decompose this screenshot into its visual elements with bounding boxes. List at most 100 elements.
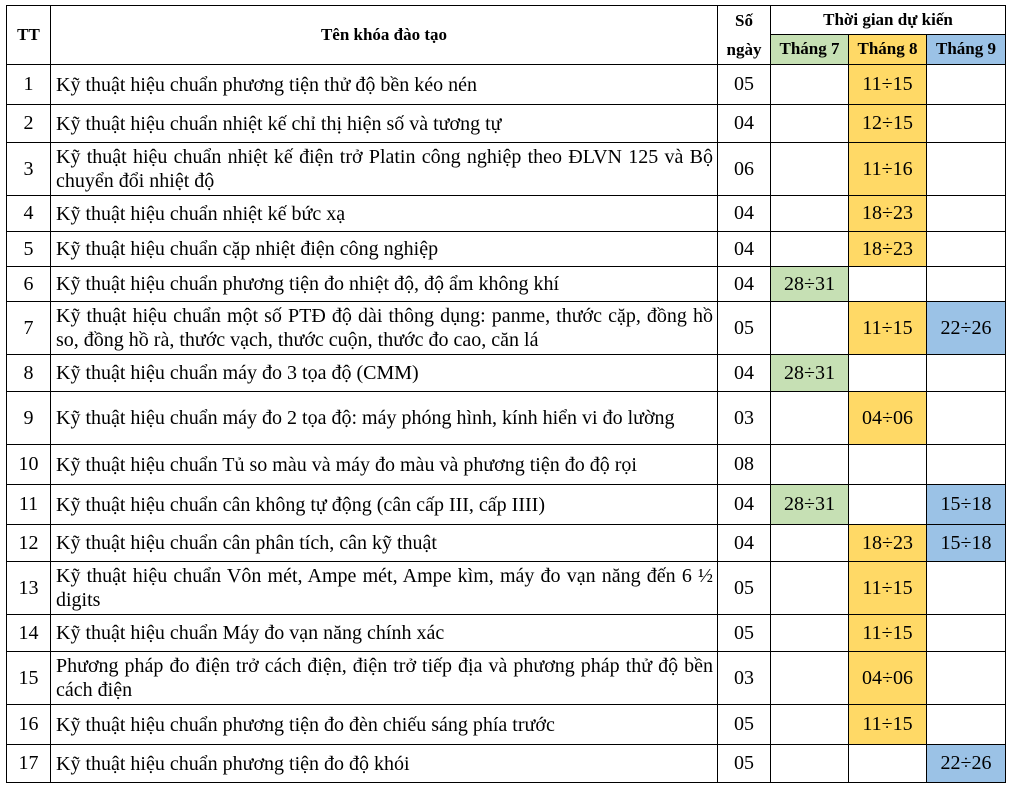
month-8-dates bbox=[848, 484, 927, 525]
month-9-dates bbox=[926, 195, 1006, 232]
row-number: 12 bbox=[6, 524, 51, 562]
month-8-dates: 11÷15 bbox=[848, 704, 927, 745]
month-9-dates bbox=[926, 651, 1006, 705]
month-9-dates bbox=[926, 266, 1006, 302]
table-row: 11 Kỹ thuật hiệu chuẩn cân không tự động … bbox=[6, 484, 1006, 525]
days-count: 04 bbox=[717, 524, 771, 562]
month-7-dates bbox=[770, 704, 849, 745]
month-8-dates: 18÷23 bbox=[848, 195, 927, 232]
month-9-dates bbox=[926, 354, 1006, 392]
row-number: 15 bbox=[6, 651, 51, 705]
month-9-dates bbox=[926, 142, 1006, 196]
table-row: 14 Kỹ thuật hiệu chuẩn Máy đo vạn năng ch… bbox=[6, 614, 1006, 652]
month-9-dates bbox=[926, 64, 1006, 105]
month-9-dates: 22÷26 bbox=[926, 744, 1006, 783]
month-7-dates: 28÷31 bbox=[770, 266, 849, 302]
days-count: 03 bbox=[717, 651, 771, 705]
header-days-line1: Số bbox=[735, 11, 753, 30]
course-name: Kỹ thuật hiệu chuẩn nhiệt kế bức xạ bbox=[50, 195, 718, 232]
course-name: Kỹ thuật hiệu chuẩn nhiệt kế điện trở Pl… bbox=[50, 142, 718, 196]
table-row: 16 Kỹ thuật hiệu chuẩn phương tiện đo đèn… bbox=[6, 704, 1006, 745]
course-name: Phương pháp đo điện trở cách điện, điện … bbox=[50, 651, 718, 705]
header-tt: TT bbox=[6, 5, 51, 65]
header-month-8: Tháng 8 bbox=[848, 33, 927, 66]
days-count: 04 bbox=[717, 484, 771, 525]
course-name: Kỹ thuật hiệu chuẩn phương tiện đo đèn c… bbox=[50, 704, 718, 745]
month-7-dates bbox=[770, 231, 849, 267]
course-name: Kỹ thuật hiệu chuẩn cân không tự động (c… bbox=[50, 484, 718, 525]
table-row: 5 Kỹ thuật hiệu chuẩn cặp nhiệt điện công… bbox=[6, 231, 1006, 267]
course-name: Kỹ thuật hiệu chuẩn phương tiện thử độ b… bbox=[50, 64, 718, 105]
course-name: Kỹ thuật hiệu chuẩn Tủ so màu và máy đo … bbox=[50, 444, 718, 485]
table-row: 7 Kỹ thuật hiệu chuẩn một số PTĐ độ dài t… bbox=[6, 301, 1006, 355]
month-7-dates bbox=[770, 444, 849, 485]
month-9-dates: 15÷18 bbox=[926, 524, 1006, 562]
course-name: Kỹ thuật hiệu chuẩn Máy đo vạn năng chín… bbox=[50, 614, 718, 652]
table-row: 9 Kỹ thuật hiệu chuẩn máy đo 2 tọa độ: má… bbox=[6, 391, 1006, 445]
days-count: 05 bbox=[717, 561, 771, 615]
days-count: 05 bbox=[717, 614, 771, 652]
row-number: 17 bbox=[6, 744, 51, 783]
table-header: TT Tên khóa đào tạo Số ngày Thời gian dự… bbox=[6, 5, 1006, 66]
month-8-dates: 04÷06 bbox=[848, 651, 927, 705]
row-number: 3 bbox=[6, 142, 51, 196]
table-row: 4 Kỹ thuật hiệu chuẩn nhiệt kế bức xạ 04 18… bbox=[6, 195, 1006, 232]
row-number: 5 bbox=[6, 231, 51, 267]
days-count: 03 bbox=[717, 391, 771, 445]
month-9-dates bbox=[926, 391, 1006, 445]
days-count: 05 bbox=[717, 744, 771, 783]
row-number: 1 bbox=[6, 64, 51, 105]
month-7-dates bbox=[770, 142, 849, 196]
month-8-dates: 12÷15 bbox=[848, 104, 927, 143]
month-9-dates bbox=[926, 561, 1006, 615]
month-8-dates: 11÷15 bbox=[848, 64, 927, 105]
table-row: 13 Kỹ thuật hiệu chuẩn Vôn mét, Ampe mét,… bbox=[6, 561, 1006, 615]
row-number: 7 bbox=[6, 301, 51, 355]
month-9-dates bbox=[926, 104, 1006, 143]
month-8-dates: 11÷16 bbox=[848, 142, 927, 196]
month-8-dates: 11÷15 bbox=[848, 301, 927, 355]
course-name: Kỹ thuật hiệu chuẩn phương tiện đo nhiệt… bbox=[50, 266, 718, 302]
row-number: 9 bbox=[6, 391, 51, 445]
days-count: 05 bbox=[717, 704, 771, 745]
table-row: 3 Kỹ thuật hiệu chuẩn nhiệt kế điện trở P… bbox=[6, 142, 1006, 196]
table-row: 10 Kỹ thuật hiệu chuẩn Tủ so màu và máy đ… bbox=[6, 444, 1006, 485]
course-name: Kỹ thuật hiệu chuẩn máy đo 2 tọa độ: máy… bbox=[50, 391, 718, 445]
header-course-name: Tên khóa đào tạo bbox=[50, 5, 718, 65]
month-9-dates bbox=[926, 704, 1006, 745]
row-number: 14 bbox=[6, 614, 51, 652]
row-number: 16 bbox=[6, 704, 51, 745]
header-days: Số ngày bbox=[717, 5, 771, 65]
days-count: 04 bbox=[717, 104, 771, 143]
month-8-dates bbox=[848, 354, 927, 392]
header-schedule: Thời gian dự kiến bbox=[770, 5, 1006, 35]
row-number: 6 bbox=[6, 266, 51, 302]
course-name: Kỹ thuật hiệu chuẩn cặp nhiệt điện công … bbox=[50, 231, 718, 267]
month-8-dates bbox=[848, 266, 927, 302]
month-7-dates bbox=[770, 64, 849, 105]
row-number: 10 bbox=[6, 444, 51, 485]
days-count: 04 bbox=[717, 231, 771, 267]
month-7-dates bbox=[770, 301, 849, 355]
course-name: Kỹ thuật hiệu chuẩn nhiệt kế chỉ thị hiệ… bbox=[50, 104, 718, 143]
month-8-dates: 04÷06 bbox=[848, 391, 927, 445]
days-count: 08 bbox=[717, 444, 771, 485]
month-9-dates: 15÷18 bbox=[926, 484, 1006, 525]
training-schedule-table: TT Tên khóa đào tạo Số ngày Thời gian dự… bbox=[6, 5, 1006, 783]
month-9-dates bbox=[926, 231, 1006, 267]
table-body: 1 Kỹ thuật hiệu chuẩn phương tiện thử độ … bbox=[6, 64, 1006, 783]
month-7-dates: 28÷31 bbox=[770, 484, 849, 525]
month-8-dates: 18÷23 bbox=[848, 231, 927, 267]
table-row: 8 Kỹ thuật hiệu chuẩn máy đo 3 tọa độ (CM… bbox=[6, 354, 1006, 392]
month-7-dates bbox=[770, 651, 849, 705]
month-8-dates bbox=[848, 444, 927, 485]
month-7-dates bbox=[770, 614, 849, 652]
days-count: 05 bbox=[717, 301, 771, 355]
days-count: 04 bbox=[717, 195, 771, 232]
course-name: Kỹ thuật hiệu chuẩn một số PTĐ độ dài th… bbox=[50, 301, 718, 355]
table-row: 2 Kỹ thuật hiệu chuẩn nhiệt kế chỉ thị hi… bbox=[6, 104, 1006, 143]
month-7-dates bbox=[770, 744, 849, 783]
days-count: 04 bbox=[717, 266, 771, 302]
course-name: Kỹ thuật hiệu chuẩn phương tiện đo độ kh… bbox=[50, 744, 718, 783]
month-7-dates bbox=[770, 391, 849, 445]
